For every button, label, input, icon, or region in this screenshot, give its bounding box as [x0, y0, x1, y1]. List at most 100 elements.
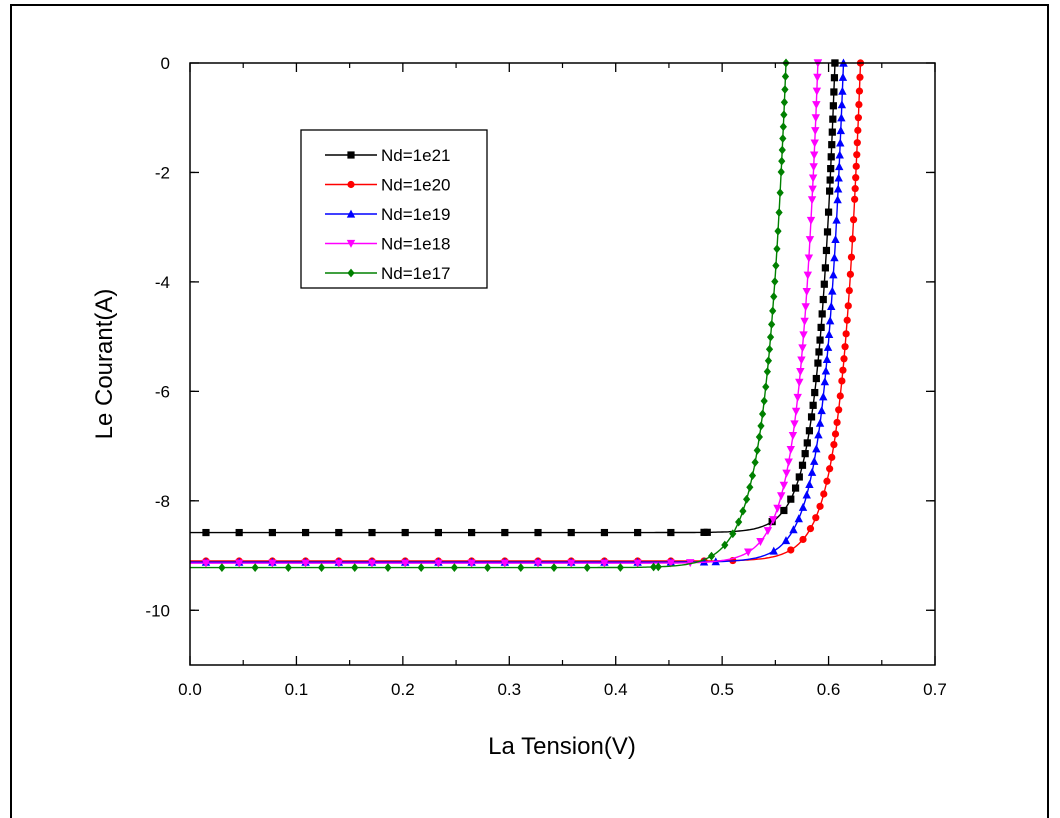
- data-point: [808, 185, 817, 194]
- data-point: [772, 261, 780, 271]
- data-point: [807, 413, 816, 421]
- data-point: [803, 439, 811, 447]
- data-point: [757, 421, 765, 431]
- legend-item: Nd=1e18: [325, 235, 450, 254]
- legend-label: Nd=1e17: [381, 264, 450, 283]
- plot-border: [189, 62, 936, 666]
- data-point: [829, 270, 838, 279]
- data-point: [849, 216, 858, 224]
- data-point: [550, 563, 558, 572]
- data-point: [846, 270, 854, 278]
- data-point: [814, 430, 823, 439]
- data-point: [838, 72, 848, 81]
- y-tick-label: -6: [155, 382, 170, 401]
- data-point: [854, 126, 862, 134]
- data-point: [533, 559, 543, 568]
- data-point: [812, 101, 821, 110]
- x-tick-label: 0.1: [285, 680, 309, 699]
- data-point: [827, 165, 835, 173]
- data-point: [763, 527, 773, 536]
- data-point: [202, 528, 210, 537]
- data-point: [801, 303, 810, 312]
- data-point: [791, 407, 801, 416]
- data-point: [844, 302, 852, 310]
- legend-box: [300, 129, 488, 289]
- data-point: [814, 359, 822, 367]
- legend-marker: [347, 151, 355, 159]
- data-point: [819, 392, 828, 401]
- data-point: [812, 514, 820, 522]
- data-point: [779, 134, 787, 143]
- data-point: [753, 445, 761, 455]
- data-point: [853, 151, 861, 159]
- data-point: [818, 310, 826, 318]
- data-point: [666, 559, 676, 568]
- data-point: [600, 528, 609, 537]
- data-point: [769, 516, 778, 525]
- data-point: [793, 393, 802, 402]
- data-point: [234, 559, 244, 568]
- legend-marker: [347, 180, 355, 189]
- series-4: [190, 59, 823, 568]
- data-point: [699, 557, 709, 566]
- data-point: [401, 528, 409, 537]
- data-point: [841, 343, 849, 351]
- data-point: [810, 456, 819, 465]
- data-point: [826, 176, 834, 184]
- data-point: [801, 450, 809, 458]
- data-point: [835, 150, 844, 159]
- legend-item: Nd=1e17: [325, 264, 450, 283]
- data-point: [774, 226, 782, 236]
- x-tick-label: 0.4: [604, 680, 628, 699]
- data-point: [812, 444, 821, 453]
- data-point: [468, 528, 476, 537]
- data-point: [769, 306, 777, 316]
- y-tick-label: -10: [145, 601, 170, 620]
- data-point: [810, 139, 819, 148]
- data-point: [822, 246, 831, 255]
- data-point: [600, 559, 609, 568]
- data-point: [798, 344, 807, 353]
- data-point: [367, 559, 377, 568]
- data-point: [368, 528, 376, 537]
- data-point: [828, 128, 836, 136]
- data-point: [847, 253, 856, 261]
- data-point: [667, 528, 675, 537]
- data-point: [799, 331, 808, 340]
- data-point: [751, 457, 759, 467]
- data-point: [567, 559, 576, 568]
- data-point: [839, 366, 847, 374]
- data-point: [852, 174, 860, 182]
- data-point: [794, 514, 803, 523]
- data-point: [501, 528, 509, 537]
- x-tick-label: 0.6: [817, 680, 841, 699]
- legend-label: Nd=1e21: [381, 146, 450, 165]
- data-point: [855, 100, 863, 109]
- data-point: [807, 467, 817, 476]
- data-point: [634, 528, 642, 537]
- axes-layer: 0.0 0.1 0.2 0.3 0.4 0.5 0.6 0.7 0 -2 -4 -6 -8 -10: [145, 54, 946, 699]
- legend-item: Nd=1e21: [325, 146, 450, 165]
- data-point: [833, 184, 843, 193]
- data-point: [830, 253, 839, 262]
- data-point: [729, 529, 737, 539]
- data-point: [816, 502, 824, 510]
- data-point: [816, 336, 824, 344]
- data-point: [654, 562, 662, 572]
- data-point: [756, 537, 765, 546]
- data-point: [334, 559, 343, 568]
- data-point: [828, 286, 837, 295]
- data-point: [807, 196, 817, 205]
- data-point: [534, 528, 542, 537]
- y-tick-label: -2: [155, 163, 170, 182]
- x-tick-label: 0.0: [178, 680, 202, 699]
- data-point: [843, 316, 851, 324]
- data-point: [837, 100, 847, 109]
- data-point: [739, 506, 747, 516]
- series-layer: [190, 58, 865, 572]
- data-point: [770, 292, 778, 301]
- data-point: [838, 86, 847, 95]
- data-point: [351, 563, 359, 572]
- data-point: [417, 563, 425, 572]
- x-tick-label: 0.7: [923, 680, 947, 699]
